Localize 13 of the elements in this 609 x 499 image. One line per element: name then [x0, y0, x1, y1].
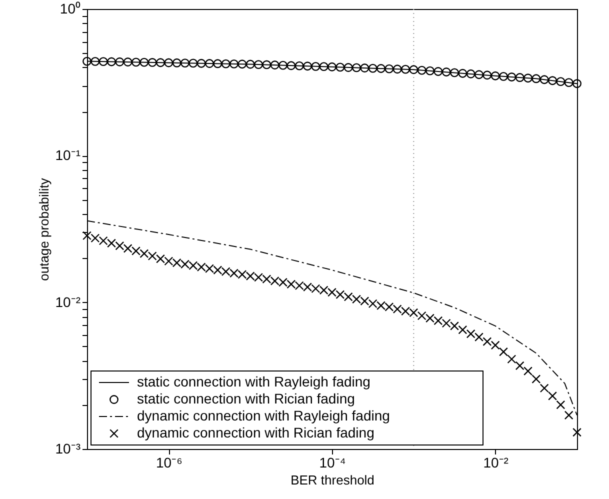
legend-label: dynamic connection with Rayleigh fading: [137, 408, 390, 424]
y-tick-label: 10⁰: [60, 0, 80, 16]
y-tick-label: 10⁻¹: [55, 147, 81, 164]
x-tick-label: 10⁻²: [483, 454, 509, 470]
x-tick-label: 10⁻⁶: [156, 454, 182, 470]
y-tick-label: 10⁻²: [55, 294, 81, 310]
y-axis-title: outage probability: [36, 178, 52, 281]
x-axis-title: BER threshold: [290, 472, 374, 488]
y-tick-label: 10⁻³: [55, 440, 81, 456]
x-tick-label: 10⁻⁴: [319, 454, 346, 470]
legend-label: static connection with Rician fading: [137, 390, 355, 406]
legend-label: static connection with Rayleigh fading: [137, 374, 370, 390]
legend-label: dynamic connection with Rician fading: [137, 424, 374, 440]
